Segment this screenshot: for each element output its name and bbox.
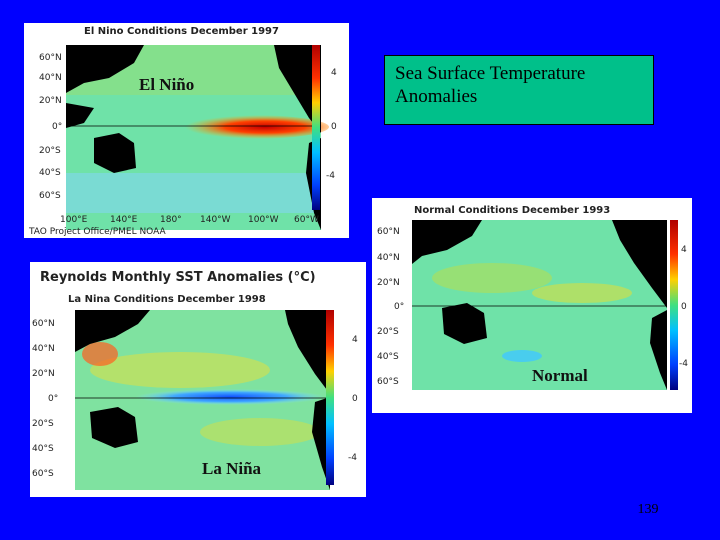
- map-text: 4: [352, 335, 358, 345]
- map-text: 60°S: [32, 469, 54, 479]
- title-line-2: Anomalies: [395, 86, 478, 107]
- lat-labels: 60°N 40°N 20°N 0° 20°S 40°S 60°S: [377, 227, 404, 387]
- map-label: El Niño: [139, 75, 194, 94]
- map-text: -4: [679, 359, 688, 369]
- australia-landmass: [442, 303, 487, 344]
- map-text: 20°N: [32, 369, 55, 379]
- map-text: 20°N: [377, 278, 400, 288]
- map-text: 40°S: [32, 444, 54, 454]
- map-text: 60°S: [377, 377, 399, 387]
- page-number: 139: [637, 502, 659, 517]
- map-text: 140°E: [110, 215, 138, 225]
- map-text: 100°E: [60, 215, 88, 225]
- australia-landmass: [94, 133, 136, 173]
- australia-landmass: [90, 407, 138, 448]
- cool-anomaly: [135, 389, 325, 405]
- map-text: 40°S: [377, 352, 399, 362]
- map-label: Normal: [532, 366, 588, 385]
- warm-anomaly: [169, 115, 329, 139]
- normal-map: Normal Conditions December 1993 Normal 6…: [372, 198, 692, 413]
- map-text: -4: [326, 171, 335, 181]
- map-text: 20°S: [39, 146, 61, 156]
- map-text: 60°N: [377, 227, 400, 237]
- map-text: 0°: [48, 394, 58, 404]
- map-text: -4: [348, 453, 357, 463]
- map-text: 60°S: [39, 191, 61, 201]
- color-scale-bar: [326, 310, 334, 485]
- map-text: 0°: [52, 122, 62, 132]
- lat-labels: 60°N 40°N 20°N 0° 20°S 40°S 60°S: [32, 319, 58, 479]
- map-text: 20°N: [39, 96, 62, 106]
- map-text: 40°N: [32, 344, 55, 354]
- el-nino-map: El Nino Conditions December 1997 El Niño…: [24, 23, 349, 238]
- map-text: 0°: [394, 302, 404, 312]
- map-header: Normal Conditions December 1993: [414, 205, 610, 216]
- map-text: 20°S: [32, 419, 54, 429]
- map-text: 0: [352, 394, 358, 404]
- map-text: 4: [681, 245, 687, 255]
- map-text: 180°: [160, 215, 182, 225]
- color-scale-bar: [670, 220, 678, 390]
- map-text: 0: [681, 302, 687, 312]
- map-text: 40°S: [39, 168, 61, 178]
- map-text: 60°N: [39, 53, 62, 63]
- map-text: 0: [331, 122, 337, 132]
- map-text: 40°N: [39, 73, 62, 83]
- lon-labels: 100°E 140°E 180° 140°W 100°W 60°W: [60, 215, 319, 225]
- slide-title: Sea Surface Temperature Anomalies: [384, 55, 654, 125]
- map-header: Reynolds Monthly SST Anomalies (°C): [40, 270, 316, 285]
- map-text: 100°W: [248, 215, 279, 225]
- map-text: 60°N: [32, 319, 55, 329]
- map-subheader: La Nina Conditions December 1998: [68, 294, 266, 305]
- map-text: 60°W: [294, 215, 319, 225]
- map-text: 140°W: [200, 215, 231, 225]
- la-nina-map: Reynolds Monthly SST Anomalies (°C) La N…: [30, 262, 366, 497]
- map-label: La Niña: [202, 459, 262, 478]
- map-credit: TAO Project Office/PMEL NOAA: [28, 227, 167, 237]
- map-text: 4: [331, 68, 337, 78]
- map-text: 40°N: [377, 253, 400, 263]
- map-text: 20°S: [377, 327, 399, 337]
- lat-labels: 60°N 40°N 20°N 0° 20°S 40°S 60°S: [39, 53, 62, 201]
- title-line-1: Sea Surface Temperature: [395, 63, 586, 84]
- color-scale-bar: [312, 45, 320, 210]
- map-header: El Nino Conditions December 1997: [84, 26, 279, 37]
